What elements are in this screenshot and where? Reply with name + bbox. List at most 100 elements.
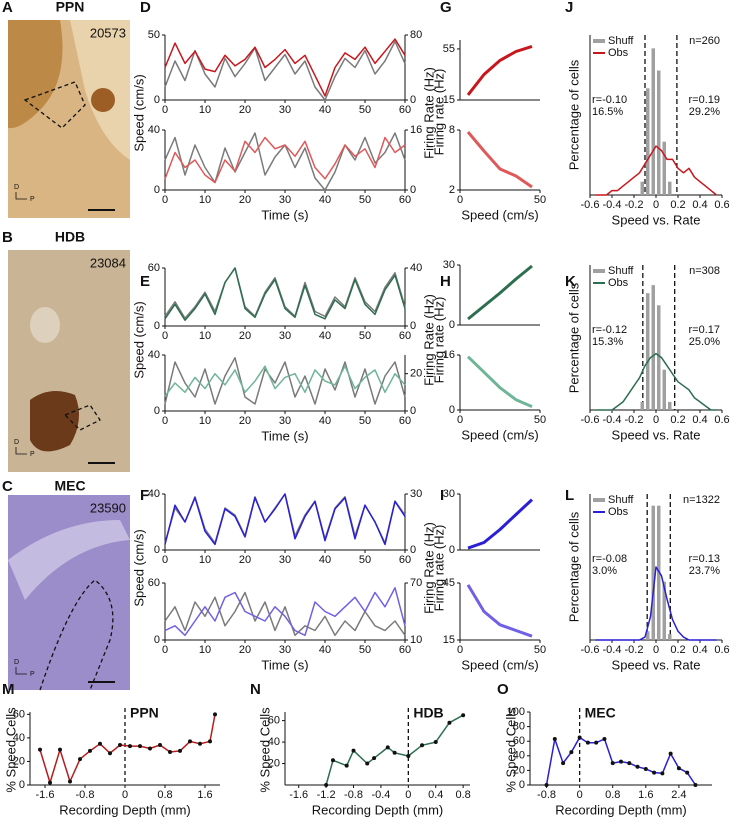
x-tick-label: 1.6	[197, 789, 212, 801]
data-point	[461, 713, 466, 718]
x-tick-label: 0.4	[692, 644, 707, 656]
data-point	[351, 748, 356, 753]
legend-swatch	[593, 269, 605, 273]
legend-label: Shuff	[608, 265, 634, 277]
x-tick-label: 50	[359, 104, 371, 116]
data-point	[585, 740, 590, 745]
annotation: r=-0.08	[592, 553, 627, 565]
histogram-bar	[657, 305, 661, 410]
x-tick-label: 0.4	[428, 789, 443, 801]
x-tick-label: 50	[359, 415, 371, 427]
data-point	[685, 770, 690, 775]
y-tick-label: 60	[148, 262, 160, 274]
panel-letter: G	[440, 0, 452, 16]
panel-letter: H	[440, 273, 451, 290]
data-point	[561, 761, 566, 766]
x-tick-label: 0	[122, 789, 128, 801]
annotation: 29.2%	[689, 106, 720, 118]
panel-letter: J	[565, 0, 573, 16]
panel-letter: M	[2, 681, 15, 698]
y-tick-label: 20	[268, 757, 280, 769]
boundary-label: MEC	[585, 705, 616, 721]
x-tick-label: 0	[162, 104, 168, 116]
y2-tick-label: 0	[410, 94, 416, 106]
annotation: 16.5%	[592, 106, 623, 118]
x-tick-label: 30	[279, 194, 291, 206]
x-tick-label: 0	[405, 789, 411, 801]
x-tick-label: 10	[199, 104, 211, 116]
y-axis-label: Firing rate (Hz)	[431, 69, 446, 156]
series-line	[164, 136, 406, 184]
x-tick-label: 10	[199, 194, 211, 206]
boundary-label: HDB	[413, 705, 443, 721]
y2-tick-label: 80	[410, 29, 422, 41]
x-tick-label: -0.8	[344, 789, 363, 801]
x-tick-label: -0.6	[581, 644, 600, 656]
y-tick-label: 40	[513, 750, 525, 762]
y-axis-label: Firing rate (Hz)	[431, 525, 446, 612]
histogram-bar	[651, 505, 655, 640]
panel-letter: N	[250, 681, 261, 698]
panel-letter: K	[565, 273, 576, 290]
y2-tick-label: 0	[410, 544, 416, 556]
region-title: PPN	[56, 0, 85, 15]
series-line	[39, 714, 216, 784]
tissue-region	[8, 520, 130, 600]
series-line	[164, 493, 406, 546]
x-axis-label: Time (s)	[261, 207, 308, 222]
series-line	[164, 587, 406, 637]
y-tick-label: 40	[13, 732, 25, 744]
y-tick-label: 15	[443, 94, 455, 106]
annotation: r=0.13	[689, 553, 721, 565]
y-tick-label: 80	[513, 721, 525, 733]
panel-letter: I	[440, 487, 444, 504]
data-point	[344, 763, 349, 768]
x-tick-label: -0.4	[371, 789, 390, 801]
boundary-label: PPN	[130, 705, 159, 721]
data-point	[569, 750, 574, 755]
annotation: r=0.19	[689, 94, 721, 106]
region-outline	[39, 579, 114, 691]
y-tick-label: 15	[443, 634, 455, 646]
region-title: HDB	[55, 229, 85, 245]
x-tick-label: 20	[239, 104, 251, 116]
annotation: r=-0.10	[592, 94, 627, 106]
region-outline	[63, 404, 101, 431]
x-tick-label: 0.8	[157, 789, 172, 801]
data-point	[406, 754, 411, 759]
x-tick-label: 30	[279, 415, 291, 427]
x-tick-label: -0.8	[537, 789, 556, 801]
panel-letter: D	[140, 0, 151, 16]
y2-tick-label: 20	[410, 368, 422, 380]
series-line	[164, 132, 406, 191]
x-tick-label: -0.6	[581, 414, 600, 426]
x-axis-label: Speed (cm/s)	[461, 207, 538, 222]
x-tick-label: -1.6	[289, 789, 308, 801]
series-line	[595, 566, 717, 641]
x-tick-label: 0.6	[714, 644, 729, 656]
y-axis-label: Percentage of cells	[566, 282, 581, 393]
series-line	[164, 267, 406, 321]
series-line	[595, 352, 717, 411]
data-point	[48, 780, 52, 785]
x-tick-label: 0	[653, 414, 659, 426]
y-axis-label: Speed (cm/s)	[131, 301, 146, 378]
y2-tick-label: 10	[410, 634, 422, 646]
orientation-label: D	[14, 659, 19, 666]
x-tick-label: 40	[319, 104, 331, 116]
annotation: 15.3%	[592, 336, 623, 348]
y-tick-label: 40	[148, 488, 160, 500]
histogram-bar	[640, 401, 644, 410]
data-point	[178, 748, 182, 753]
data-point	[330, 758, 335, 763]
x-tick-label: 0	[162, 554, 168, 566]
x-tick-label: 0.6	[714, 199, 729, 211]
y-tick-label: 40	[148, 349, 160, 361]
x-tick-label: 0.2	[670, 199, 685, 211]
x-tick-label: 0.4	[692, 199, 707, 211]
annotation: 3.0%	[592, 565, 617, 577]
y-tick-label: 60	[268, 714, 280, 726]
series-line	[466, 44, 533, 96]
x-tick-label: 0	[162, 194, 168, 206]
